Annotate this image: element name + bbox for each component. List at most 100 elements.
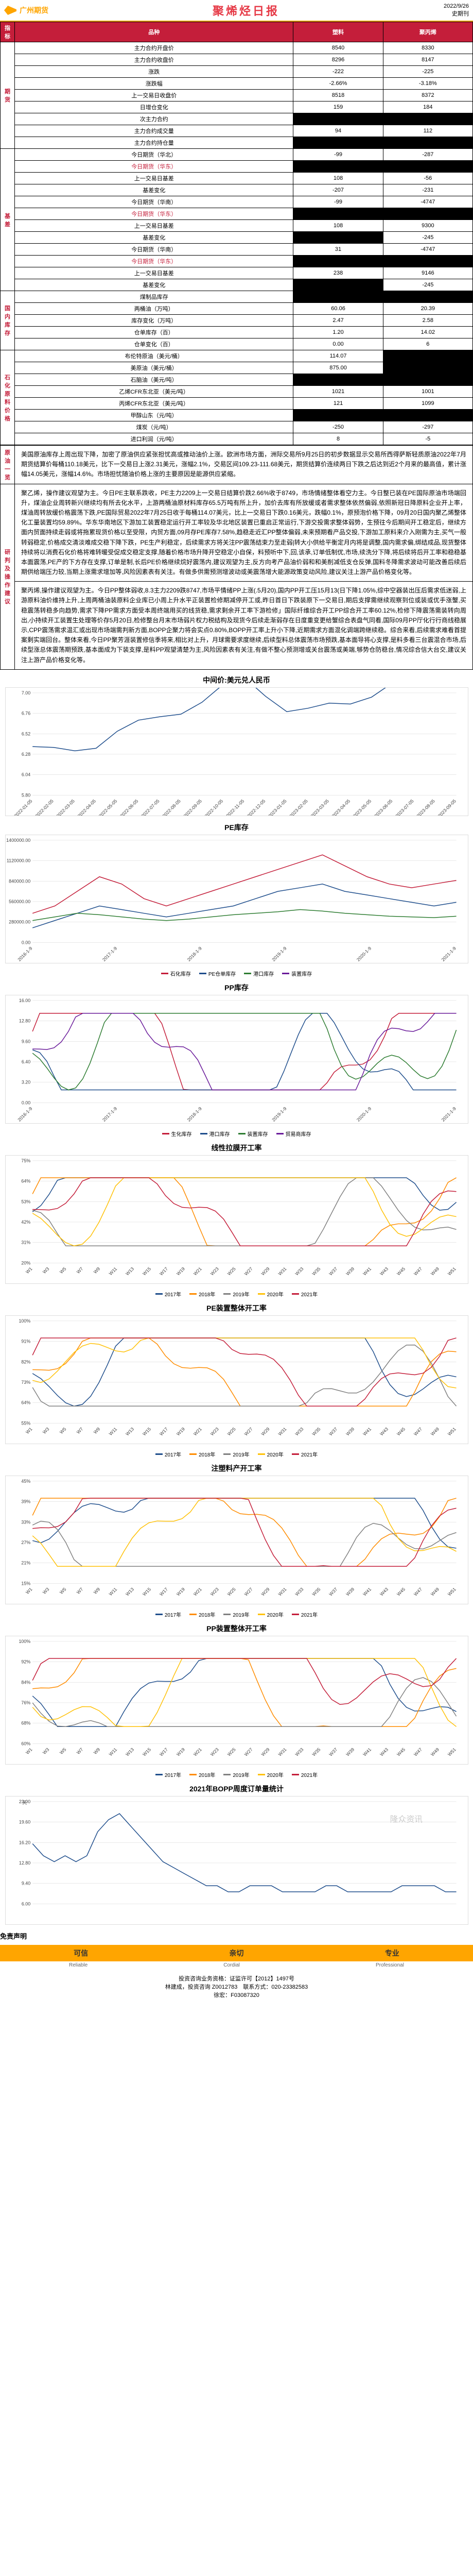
svg-text:W23: W23 xyxy=(209,1266,219,1276)
val-reliable: 可信 xyxy=(74,1948,88,1958)
chart3-pp-inventory: 16.0012.809.606.403.200.002016-1-92017-1… xyxy=(5,995,468,1124)
table-cell: 上一交易日基差 xyxy=(15,267,293,279)
legend-item: 2017年 xyxy=(155,1290,181,1298)
table-cell: -3.18% xyxy=(383,78,472,90)
svg-text:2017-1-9: 2017-1-9 xyxy=(101,1106,118,1122)
svg-text:W21: W21 xyxy=(192,1586,202,1597)
section-label: 期货 xyxy=(1,42,15,149)
svg-text:W13: W13 xyxy=(125,1747,135,1757)
svg-text:W41: W41 xyxy=(362,1266,372,1276)
footer-values: 可信 亲切 专业 xyxy=(0,1945,473,1961)
svg-text:W31: W31 xyxy=(277,1266,287,1276)
svg-text:W35: W35 xyxy=(311,1747,321,1757)
svg-text:W1: W1 xyxy=(25,1586,33,1595)
table-cell xyxy=(383,208,472,220)
text-section-table: 原油一览 美国原油库存上周出现下降，加密了原油供应紧张担忧高或推动油价上涨。欧洲… xyxy=(0,445,473,670)
svg-text:9.40: 9.40 xyxy=(21,1880,30,1886)
svg-text:6.52: 6.52 xyxy=(21,731,30,736)
svg-text:2023-01-05: 2023-01-05 xyxy=(267,798,287,815)
svg-text:W43: W43 xyxy=(379,1266,389,1276)
svg-text:42%: 42% xyxy=(21,1219,30,1225)
svg-text:2022-10-05: 2022-10-05 xyxy=(203,798,223,815)
col-plastic: 塑料 xyxy=(293,22,383,42)
analysis-label: 研判及操作建议 xyxy=(1,484,15,669)
logo-icon xyxy=(4,6,16,15)
table-cell: -4747 xyxy=(383,196,472,208)
svg-text:2023-09-05: 2023-09-05 xyxy=(436,798,457,815)
chart4-title: 线性拉膜开工率 xyxy=(0,1143,473,1153)
table-cell: 8372 xyxy=(383,90,472,101)
table-cell: 上一交易日基差 xyxy=(15,173,293,184)
table-cell: 875.00 xyxy=(293,362,383,374)
chart4-legend: 2017年2018年2019年2020年2021年 xyxy=(0,1290,473,1298)
svg-text:6.28: 6.28 xyxy=(21,752,30,757)
svg-text:1120000.00: 1120000.00 xyxy=(6,858,30,863)
svg-text:W33: W33 xyxy=(294,1266,304,1276)
table-cell: 煤炭（元/吨） xyxy=(15,421,293,433)
svg-text:2023-07-05: 2023-07-05 xyxy=(394,798,414,815)
svg-text:2022-07-05: 2022-07-05 xyxy=(140,798,160,815)
table-cell xyxy=(293,232,383,244)
table-cell: 两桶油（万吨） xyxy=(15,303,293,315)
table-cell: 0.00 xyxy=(293,338,383,350)
svg-text:2019-1-9: 2019-1-9 xyxy=(271,945,287,962)
table-cell: 159 xyxy=(293,101,383,113)
legend-item: 港口库存 xyxy=(200,1130,230,1138)
report-author: 史期刊 xyxy=(444,9,469,18)
svg-text:W9: W9 xyxy=(92,1747,101,1755)
svg-text:W15: W15 xyxy=(142,1586,152,1597)
svg-text:W29: W29 xyxy=(260,1747,270,1757)
table-cell: 上一交易日收盘价 xyxy=(15,90,293,101)
date-author-box: 2022/9/26 史期刊 xyxy=(444,3,469,18)
table-cell: 今日期货（华南） xyxy=(15,196,293,208)
table-cell: 238 xyxy=(293,267,383,279)
svg-text:45%: 45% xyxy=(21,1479,30,1484)
svg-text:55%: 55% xyxy=(21,1420,30,1426)
svg-text:2020-1-9: 2020-1-9 xyxy=(356,1106,372,1122)
svg-text:W25: W25 xyxy=(226,1586,236,1597)
table-cell: 主力合约持仓量 xyxy=(15,137,293,149)
table-cell xyxy=(383,374,472,386)
svg-text:280000.00: 280000.00 xyxy=(9,919,30,924)
disclaimer-title: 免责声明 xyxy=(0,1931,473,1941)
svg-text:W45: W45 xyxy=(396,1426,406,1436)
legend-item: 2017年 xyxy=(155,1450,181,1458)
svg-text:2019-1-9: 2019-1-9 xyxy=(271,1106,287,1122)
svg-text:2021-1-9: 2021-1-9 xyxy=(440,945,457,962)
table-cell: 上一交易日基差 xyxy=(15,220,293,232)
svg-text:W41: W41 xyxy=(362,1426,372,1436)
svg-text:W27: W27 xyxy=(243,1586,253,1597)
chart6-inject-rate: 45%39%33%27%21%15%W1W3W5W7W9W11W13W15W17… xyxy=(5,1476,468,1604)
svg-text:W51: W51 xyxy=(446,1747,457,1757)
svg-text:12.80: 12.80 xyxy=(19,1860,30,1866)
table-cell: 今日期货（华北） xyxy=(15,149,293,161)
chart8-bopp-orders: 23.0019.6016.2012.809.406.00隆众资讯天 xyxy=(5,1796,468,1925)
table-cell: 甲醇山东（元/吨） xyxy=(15,410,293,421)
legend-item: 2018年 xyxy=(189,1290,215,1298)
table-cell xyxy=(383,410,472,421)
svg-text:W25: W25 xyxy=(226,1266,236,1276)
svg-text:W19: W19 xyxy=(175,1747,185,1757)
svg-text:2016-1-9: 2016-1-9 xyxy=(16,945,33,962)
svg-text:W3: W3 xyxy=(42,1586,50,1595)
svg-text:W51: W51 xyxy=(446,1586,457,1597)
table-cell xyxy=(293,161,383,173)
svg-text:W45: W45 xyxy=(396,1586,406,1597)
svg-text:W7: W7 xyxy=(75,1266,84,1275)
legend-item: 2020年 xyxy=(258,1611,284,1618)
legend-item: 2019年 xyxy=(223,1290,249,1298)
pp-text: 聚丙烯,操作建议观望为主。今日PP整体弱收,8.3主力2209跌8747,市场平… xyxy=(15,582,473,670)
svg-text:W13: W13 xyxy=(125,1266,135,1276)
svg-text:2023-08-05: 2023-08-05 xyxy=(415,798,435,815)
svg-text:W35: W35 xyxy=(311,1266,321,1276)
chart6-legend: 2017年2018年2019年2020年2021年 xyxy=(0,1611,473,1618)
svg-text:W39: W39 xyxy=(345,1747,355,1757)
table-cell: 121 xyxy=(293,398,383,410)
legend-item: 2018年 xyxy=(189,1611,215,1618)
svg-text:2023-04-05: 2023-04-05 xyxy=(330,798,351,815)
svg-text:W9: W9 xyxy=(92,1426,101,1435)
table-cell: 8 xyxy=(293,433,383,445)
table-cell: 31 xyxy=(293,244,383,256)
table-cell: 8296 xyxy=(293,54,383,66)
svg-text:W37: W37 xyxy=(328,1586,338,1597)
